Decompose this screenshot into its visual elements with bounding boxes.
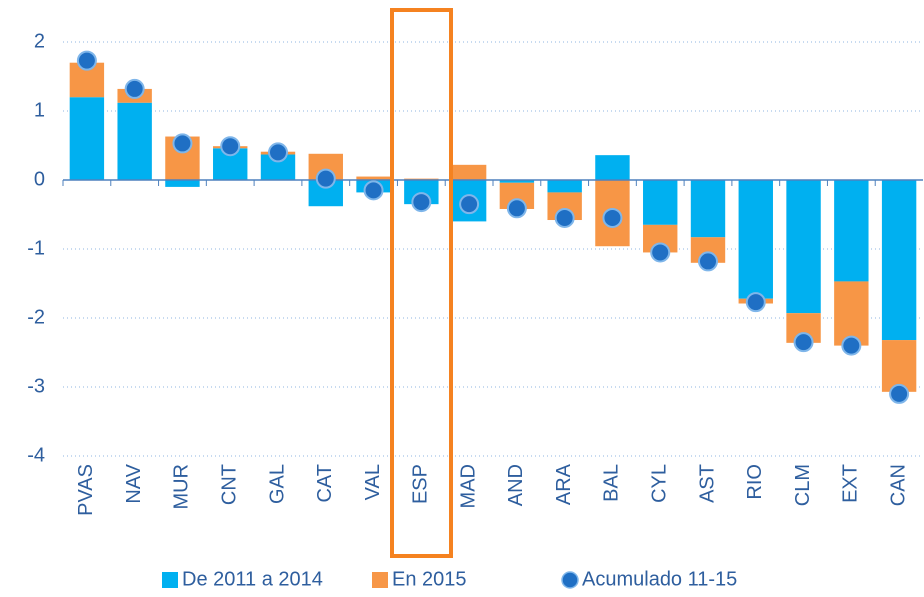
x-tick-label: CAN bbox=[887, 464, 909, 506]
dot bbox=[459, 194, 480, 215]
bar-segment bbox=[595, 155, 630, 180]
dot bbox=[745, 292, 766, 313]
y-tick-label: 1 bbox=[34, 99, 45, 121]
bar-segment bbox=[881, 180, 917, 341]
legend-label: De 2011 a 2014 bbox=[182, 568, 323, 590]
bar-segment bbox=[738, 180, 773, 299]
legend-marker bbox=[372, 572, 388, 588]
x-tick-label: MAD bbox=[457, 464, 479, 508]
bar-segment bbox=[69, 97, 105, 180]
y-tick-label: -1 bbox=[27, 237, 45, 259]
dot bbox=[602, 207, 623, 228]
legend-label: En 2015 bbox=[392, 568, 467, 590]
dot bbox=[650, 242, 671, 263]
y-tick-label: 2 bbox=[34, 30, 45, 52]
bar-segment bbox=[356, 176, 391, 180]
bar-segment bbox=[786, 180, 821, 314]
legend-label: Acumulado 11-15 bbox=[582, 568, 737, 590]
x-tick-label: BAL bbox=[601, 464, 623, 502]
legend-marker bbox=[561, 571, 579, 589]
dot bbox=[220, 136, 241, 157]
bar-segment bbox=[881, 340, 917, 392]
bar-segment bbox=[499, 180, 535, 183]
y-tick-label: -4 bbox=[27, 444, 45, 466]
x-tick-label: CLM bbox=[792, 464, 814, 506]
bar-segment bbox=[690, 180, 726, 238]
x-tick-label: CAT bbox=[314, 464, 336, 503]
dot bbox=[793, 332, 814, 353]
bar-segment bbox=[451, 164, 487, 180]
x-tick-label: EXT bbox=[840, 464, 862, 503]
x-tick-label: RIO bbox=[744, 464, 766, 500]
x-tick-label: CNT bbox=[219, 464, 241, 505]
bar-segment bbox=[834, 180, 869, 282]
dot bbox=[506, 198, 527, 219]
x-tick-label: GAL bbox=[266, 464, 288, 504]
dot bbox=[76, 50, 97, 71]
dot bbox=[841, 335, 862, 356]
legend-marker bbox=[162, 572, 178, 588]
dot bbox=[363, 180, 384, 201]
dot bbox=[554, 207, 575, 228]
x-tick-label: ARA bbox=[553, 463, 575, 505]
dot bbox=[315, 168, 336, 189]
dot bbox=[124, 78, 145, 99]
bar-segment bbox=[643, 180, 678, 225]
x-tick-label: PVAS bbox=[75, 464, 97, 516]
y-tick-label: -2 bbox=[27, 306, 45, 328]
bar-segment bbox=[117, 102, 152, 180]
dot bbox=[411, 192, 432, 213]
dot bbox=[172, 133, 193, 154]
dot bbox=[698, 251, 718, 272]
x-tick-label: AND bbox=[505, 464, 527, 506]
x-tick-label: CYL bbox=[649, 464, 671, 503]
y-tick-label: 0 bbox=[34, 168, 45, 190]
highlight-box bbox=[390, 8, 453, 558]
dot bbox=[889, 383, 910, 404]
x-tick-label: VAL bbox=[362, 464, 384, 500]
x-tick-label: MUR bbox=[171, 464, 193, 510]
bar-segment bbox=[165, 180, 200, 187]
x-tick-label: ESP bbox=[410, 464, 432, 504]
dot bbox=[268, 142, 288, 163]
bar-segment bbox=[547, 180, 582, 193]
x-tick-label: AST bbox=[696, 464, 718, 503]
bar-segment bbox=[834, 281, 869, 346]
y-tick-label: -3 bbox=[27, 375, 45, 397]
x-tick-label: NAV bbox=[123, 463, 145, 503]
